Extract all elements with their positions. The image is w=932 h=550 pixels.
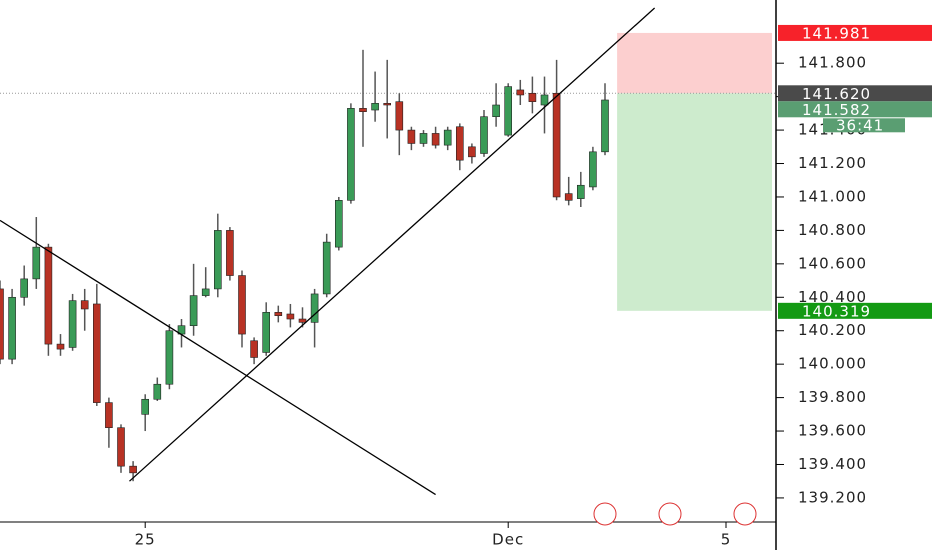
candle-body — [250, 340, 258, 358]
candle-body — [56, 343, 65, 350]
candle-body — [153, 383, 162, 400]
event-icons — [593, 502, 757, 526]
candle-body — [359, 108, 367, 112]
candle-body — [117, 427, 125, 467]
y-tick-label: 140.800 — [798, 221, 867, 239]
y-tick-label: 139.600 — [798, 422, 867, 440]
candle-body — [8, 296, 16, 360]
candle-body — [407, 129, 416, 144]
price-tag-label: 141.620 — [802, 85, 871, 103]
candle-body — [480, 116, 488, 154]
trend-line — [129, 7, 656, 482]
candle-body — [286, 313, 295, 320]
candle-body — [589, 151, 597, 188]
candle-body — [552, 92, 561, 198]
candle-body — [395, 101, 404, 131]
candle-body — [93, 303, 101, 403]
candle-body — [419, 133, 428, 144]
candle-body — [44, 246, 53, 345]
price-tag — [778, 85, 932, 102]
y-tick-label: 140.400 — [798, 288, 867, 306]
trend-line — [0, 219, 436, 496]
candle-body — [274, 312, 283, 316]
price-tag-label: 141.981 — [802, 24, 871, 42]
candle-body — [334, 200, 343, 248]
y-tick-label: 141.800 — [798, 54, 867, 72]
countdown-box — [823, 118, 905, 133]
y-tick-label: 140.000 — [798, 355, 867, 373]
candle-body — [0, 288, 4, 360]
y-tick-label: 139.400 — [798, 455, 867, 473]
candle-body — [238, 275, 246, 335]
candle-body — [347, 108, 355, 201]
candle-body — [576, 184, 585, 199]
candle-body — [310, 293, 319, 323]
candle-body — [226, 230, 234, 276]
candle-body — [141, 398, 149, 415]
y-tick-label: 140.200 — [798, 321, 867, 339]
candle-body — [516, 89, 525, 96]
x-tick-label: Dec — [492, 531, 524, 549]
candle-body — [431, 133, 440, 146]
candle-body — [80, 300, 89, 310]
price-tag — [778, 24, 932, 41]
candle-body — [20, 278, 29, 298]
stop-zone — [617, 32, 772, 94]
candle-body — [371, 103, 379, 111]
flag-icon — [733, 502, 757, 526]
y-tick-label: 140.600 — [798, 254, 867, 272]
x-tick-label: 5 — [721, 531, 732, 549]
y-tick-label: 141.000 — [798, 187, 867, 205]
candle-body — [68, 300, 77, 348]
y-tick-label: 139.200 — [798, 488, 867, 506]
candle-body — [105, 402, 113, 428]
candle-body — [32, 246, 41, 280]
candle-body — [129, 465, 137, 474]
y-tick-label: 139.800 — [798, 388, 867, 406]
candle-body — [528, 92, 537, 102]
countdown-label: 36:41 — [836, 116, 884, 134]
y-tick-label: 141.200 — [798, 154, 867, 172]
flag-icon — [658, 502, 682, 526]
candle-body — [468, 146, 476, 158]
target-zone — [617, 93, 772, 311]
candle-body — [443, 129, 452, 146]
candle-body — [383, 103, 392, 106]
candle-body — [201, 288, 210, 296]
candle-body — [504, 86, 513, 136]
candle-body — [262, 312, 271, 353]
candle-body — [455, 126, 464, 161]
candle-body — [540, 94, 549, 106]
candle-body — [564, 193, 573, 201]
price-tag — [778, 302, 932, 319]
candle-body — [492, 104, 500, 118]
candle-body — [214, 230, 222, 290]
price-tag-label: 140.319 — [802, 302, 871, 320]
candle-body — [322, 241, 331, 295]
price-tag — [778, 101, 932, 118]
candle-body — [189, 295, 198, 327]
candle-body — [298, 318, 307, 323]
x-tick-label: 25 — [135, 531, 156, 549]
flag-icon — [593, 502, 617, 526]
candle-body — [601, 99, 609, 153]
candle-body — [165, 330, 174, 385]
price-tag-label: 141.582 — [802, 101, 871, 119]
